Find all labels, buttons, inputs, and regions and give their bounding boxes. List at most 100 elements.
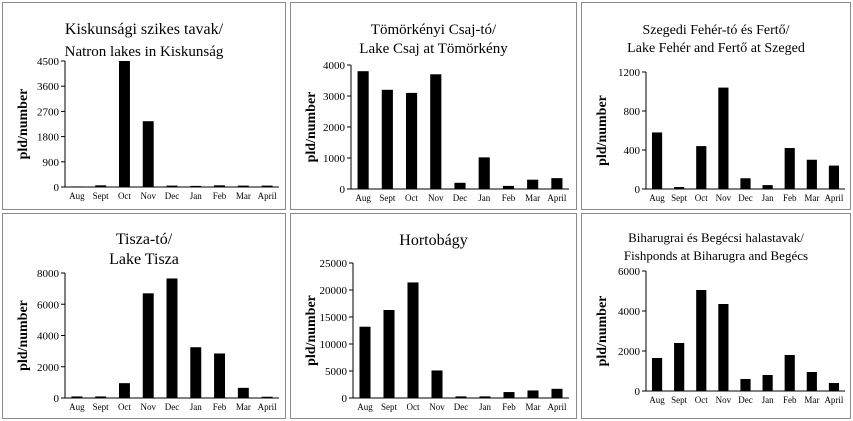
x-tick-label: Aug xyxy=(357,402,373,412)
x-tick-label: April xyxy=(548,402,567,412)
bar xyxy=(696,290,707,391)
x-tick-label: Sept xyxy=(93,191,110,201)
bar xyxy=(718,304,729,391)
x-tick-label: Aug xyxy=(649,395,665,405)
y-tick-label: 400 xyxy=(624,145,641,157)
chart-svg: Tisza-tó/Lake Tisza pld/number 0 2000 4000 60… xyxy=(16,231,279,412)
y-axis-label: pld/number xyxy=(595,95,610,166)
x-tick-label: Nov xyxy=(140,402,156,412)
bar xyxy=(551,178,563,189)
x-tick-label: Nov xyxy=(716,193,732,203)
x-tick-label: April xyxy=(824,193,843,203)
y-tick-label: 0 xyxy=(635,184,641,196)
bar xyxy=(527,179,539,189)
x-tick-label: Nov xyxy=(140,191,156,201)
bar xyxy=(95,396,107,398)
bar xyxy=(696,146,707,189)
y-tick-label: 4000 xyxy=(618,306,641,318)
y-tick-label: 15000 xyxy=(320,312,348,324)
chart-subtitle: Natron lakes in Kiskunság xyxy=(65,44,224,60)
bar xyxy=(430,74,442,189)
bar xyxy=(118,61,130,187)
x-tick-label: Dec xyxy=(454,402,469,412)
bar xyxy=(479,396,491,398)
y-tick-label: 20000 xyxy=(320,285,348,297)
x-tick-label: Dec xyxy=(453,193,468,203)
y-tick-label: 2700 xyxy=(37,106,60,118)
x-tick-label: Oct xyxy=(118,191,131,201)
y-axis-label: pld/number xyxy=(304,92,319,163)
chart-svg: Kiskunsági szikes tavak/Natron lakes in … xyxy=(16,21,279,201)
x-tick-label: Oct xyxy=(405,193,418,203)
x-tick-label: Jan xyxy=(762,395,774,405)
chart-svg: Biharugrai és Begécsi halastavak/Fishpon… xyxy=(595,230,845,405)
x-tick-label: Feb xyxy=(502,402,516,412)
bar xyxy=(527,390,539,398)
y-tick-label: 4500 xyxy=(37,56,60,68)
bar xyxy=(762,375,773,391)
bar xyxy=(405,92,418,189)
x-tick-label: Nov xyxy=(716,395,732,405)
bar xyxy=(718,87,729,189)
bar xyxy=(142,293,154,398)
bar xyxy=(784,355,795,391)
y-tick-label: 10000 xyxy=(320,339,348,351)
chart-title: Szegedi Fehér-tó és Fertő/ xyxy=(642,23,789,38)
x-tick-label: Nov xyxy=(429,402,445,412)
chart-svg: Tömörkényi Csaj-tó/Lake Csaj at Tömörkén… xyxy=(304,22,569,203)
x-tick-label: Dec xyxy=(165,402,180,412)
chart-panel: Tömörkényi Csaj-tó/Lake Csaj at Tömörkén… xyxy=(290,2,577,210)
chart-title: Tömörkényi Csaj-tó/ xyxy=(371,22,497,38)
bar xyxy=(357,71,369,189)
bar xyxy=(651,358,663,391)
chart-subtitle: Lake Fehér and Fertő at Szeged xyxy=(627,41,805,56)
x-tick-label: Oct xyxy=(118,402,131,412)
bar xyxy=(237,387,249,398)
x-tick-label: Nov xyxy=(428,193,444,203)
x-tick-label: April xyxy=(824,395,843,405)
y-tick-label: 0 xyxy=(342,393,348,405)
y-tick-label: 0 xyxy=(54,182,60,194)
x-tick-label: Feb xyxy=(213,191,227,201)
y-tick-label: 4000 xyxy=(37,331,60,343)
y-tick-label: 8000 xyxy=(37,268,60,280)
y-tick-label: 2000 xyxy=(37,362,60,374)
bar xyxy=(237,185,249,187)
chart-title: Biharugrai és Begécsi halastavak/ xyxy=(628,230,804,245)
y-tick-label: 900 xyxy=(43,157,60,169)
bar xyxy=(431,370,443,398)
chart-svg: Szegedi Fehér-tó és Fertő/Lake Fehér and… xyxy=(595,23,845,203)
y-axis-label: pld/number xyxy=(304,295,319,366)
x-tick-label: Mar xyxy=(236,402,251,412)
bar xyxy=(828,165,840,189)
x-tick-label: Mar xyxy=(236,191,251,201)
x-tick-label: Oct xyxy=(407,402,420,412)
y-tick-label: 4000 xyxy=(323,60,346,72)
x-tick-label: Jan xyxy=(762,193,774,203)
chart-panel: Tisza-tó/Lake Tisza pld/number 0 2000 4000 60… xyxy=(2,213,286,419)
chart-panel: Hortobágy pld/number 0 5000 10000 15000 20000 2… xyxy=(290,213,577,419)
bar xyxy=(478,157,490,189)
x-tick-label: Oct xyxy=(695,193,708,203)
y-tick-label: 25000 xyxy=(320,258,348,270)
bar xyxy=(214,353,226,398)
x-tick-label: Sept xyxy=(381,402,398,412)
bar xyxy=(166,278,178,398)
x-tick-label: April xyxy=(258,402,277,412)
y-tick-label: 3600 xyxy=(37,81,60,93)
y-tick-label: 800 xyxy=(624,106,641,118)
x-tick-label: Aug xyxy=(69,402,85,412)
chart-title: Tisza-tó/ xyxy=(116,231,173,248)
y-axis-label: pld/number xyxy=(595,296,610,367)
y-axis-label: pld/number xyxy=(16,300,31,371)
chart-title: Hortobágy xyxy=(399,232,467,249)
bar xyxy=(166,185,178,187)
bar xyxy=(674,187,685,189)
y-tick-label: 1800 xyxy=(37,132,60,144)
x-tick-label: Jan xyxy=(190,402,202,412)
y-axis-label: pld/number xyxy=(16,89,31,160)
x-tick-label: Sept xyxy=(671,395,688,405)
x-tick-label: April xyxy=(258,191,277,201)
bar xyxy=(762,185,773,189)
